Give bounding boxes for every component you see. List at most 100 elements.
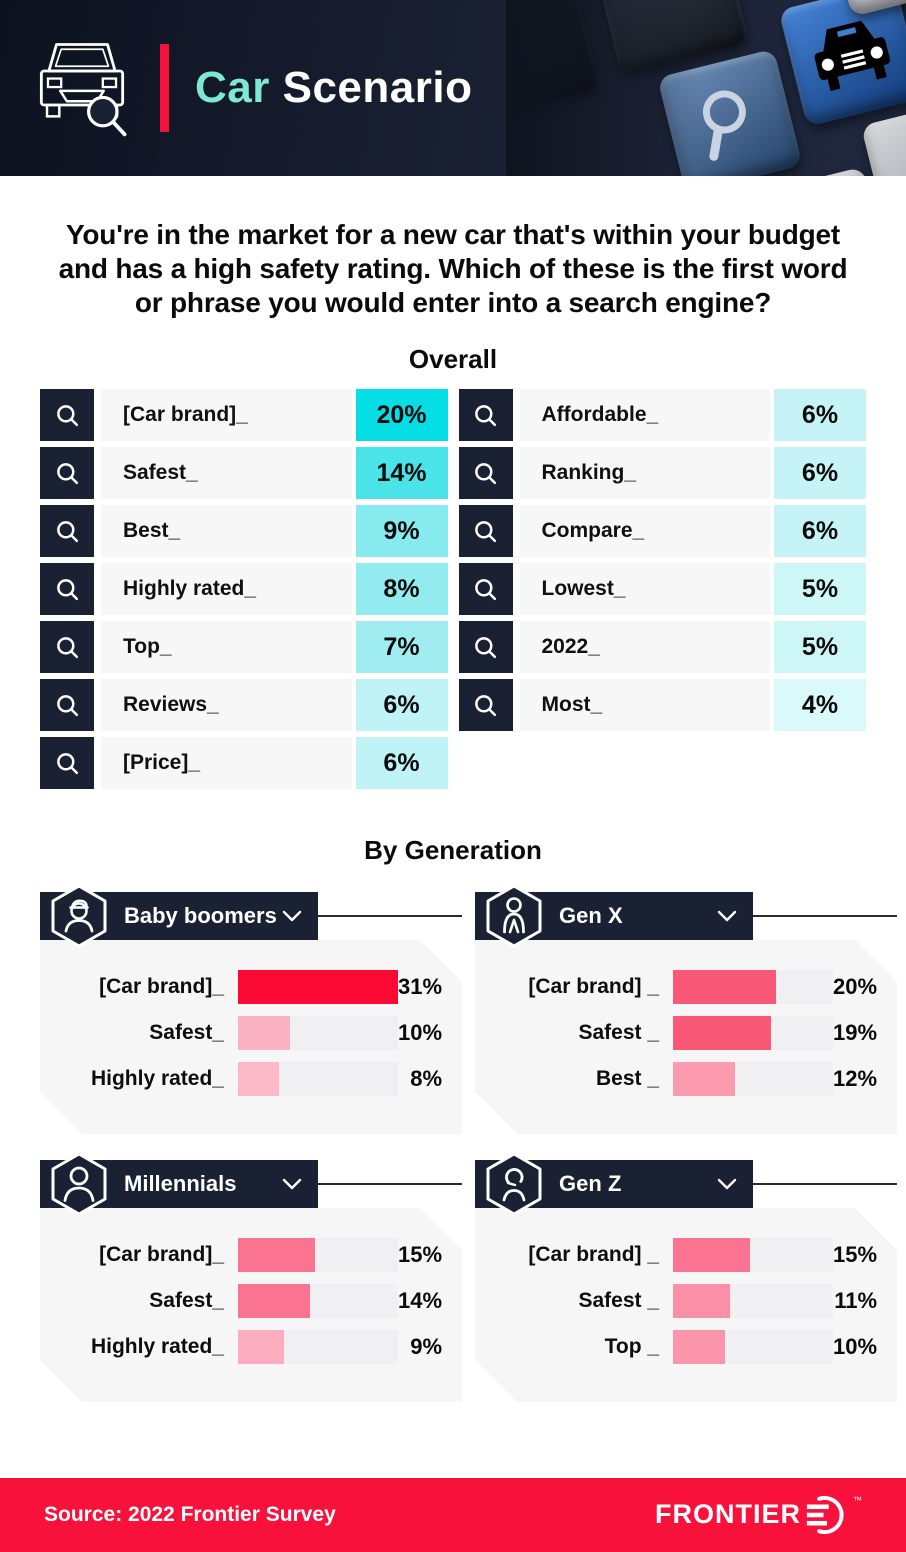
generation-card-body: [Car brand] _ 20% Safest _ 19% Best _ 12… [475,940,897,1134]
bar-row: Highly rated_ 8% [52,1062,450,1096]
bar-track [238,1284,398,1318]
search-term-label: [Price]_ [101,737,352,789]
bar-track [673,1330,833,1364]
chevron-down-icon[interactable] [282,1178,302,1191]
search-term-row: [Car brand]_ 20% [40,389,448,441]
search-icon [458,679,513,731]
bar-track [238,1238,398,1272]
bar-track [238,1330,398,1364]
search-term-label: [Car brand]_ [101,389,352,441]
bar-label: [Car brand] _ [528,1243,660,1266]
search-term-row: Most_ 4% [458,679,866,731]
search-term-row: Affordable_ 6% [458,389,866,441]
search-term-value: 5% [774,563,866,615]
bar [673,970,776,1004]
connector-line [318,915,463,917]
search-term-row: Compare_ 6% [458,505,866,557]
search-term-label: Compare_ [519,505,770,557]
generation-card-baby-boomers: Baby boomers [Car brand]_ 31% Safest_ 10… [40,892,463,1134]
search-icon [458,563,513,615]
bar-row: Safest_ 10% [52,1016,450,1050]
generation-card-body: [Car brand] _ 15% Safest _ 11% Top _ 10% [475,1208,897,1402]
survey-question: You're in the market for a new car that'… [58,219,848,318]
search-term-row: Top_ 7% [40,621,448,673]
bar-track [238,1062,398,1096]
search-icon [458,505,513,557]
overall-results: [Car brand]_ 20% Safest_ 14% Best_ 9% Hi… [40,389,866,789]
generation-header: Baby boomers [40,892,318,940]
generation-name: Millennials [124,1171,237,1196]
gen-z-person-icon [485,1152,543,1216]
header-banner: Car Scenario [0,0,906,176]
page-title-rest: Scenario [282,63,473,112]
search-term-label: Safest_ [101,447,352,499]
search-icon [40,737,94,789]
search-term-value: 9% [355,505,448,557]
generation-card-body: [Car brand]_ 31% Safest_ 10% Highly rate… [40,940,462,1134]
frontier-mark-icon [806,1495,844,1535]
search-icon [458,389,513,441]
search-term-row: Best_ 9% [40,505,448,557]
search-term-row: Lowest_ 5% [458,563,866,615]
car-key-icon [814,20,891,91]
bar [238,970,398,1004]
chevron-down-icon[interactable] [717,1178,737,1191]
bar [238,1016,290,1050]
search-term-label: Lowest_ [519,563,770,615]
search-term-label: Highly rated_ [101,563,352,615]
bar-label: Safest_ [149,1021,224,1044]
bar-row: [Car brand] _ 15% [487,1238,885,1272]
search-term-value: 6% [355,679,448,731]
bar-value: 31% [398,974,443,999]
gen-x-person-icon [485,884,543,948]
source-text: Source: 2022 Frontier Survey [44,1503,336,1526]
bar-value: 20% [833,974,878,999]
search-term-value: 6% [355,737,448,789]
search-key-icon [702,90,746,161]
search-term-row: Safest_ 14% [40,447,448,499]
bar-row: Safest _ 19% [487,1016,885,1050]
search-term-row: [Price]_ 6% [40,737,448,789]
bar-row: Top _ 10% [487,1330,885,1364]
generation-card-millennials: Millennials [Car brand]_ 15% Safest_ 14% [40,1160,463,1402]
search-icon [40,621,94,673]
footer-bar: Source: 2022 Frontier Survey FRONTIER ™ [0,1478,906,1552]
bar [673,1238,750,1272]
generation-header: Gen X [475,892,754,940]
bar-track [673,1016,833,1050]
search-term-label: Affordable_ [519,389,770,441]
bar-row: [Car brand]_ 15% [52,1238,450,1272]
bar-row: [Car brand] _ 20% [487,970,885,1004]
frontier-logo: FRONTIER ™ [655,1494,862,1536]
search-term-value: 7% [355,621,448,673]
generation-card-gen-z: Gen Z [Car brand] _ 15% Safest _ 11% [475,1160,898,1402]
search-icon [40,679,94,731]
chevron-down-icon[interactable] [282,910,302,923]
frontier-wordmark: FRONTIER [655,1499,801,1529]
baby-boomers-person-icon [50,884,108,948]
bar [238,1062,279,1096]
bar-value: 9% [410,1334,443,1359]
bar-track [238,970,398,1004]
chevron-down-icon[interactable] [717,910,737,923]
generation-name: Gen Z [559,1171,622,1196]
bar-row: Best _ 12% [487,1062,885,1096]
bar [238,1330,284,1364]
red-divider [160,44,169,132]
bar [673,1284,730,1318]
bar-row: Safest _ 11% [487,1284,885,1318]
bar-label: [Car brand] _ [528,975,660,998]
search-term-label: Reviews_ [101,679,352,731]
bar-track [238,1016,398,1050]
bar-label: Safest _ [578,1021,660,1044]
bar [673,1016,771,1050]
overall-right-column: Affordable_ 6% Ranking_ 6% Compare_ 6% L… [458,389,866,789]
bar-track [673,1238,833,1272]
bar-label: Safest _ [578,1289,660,1312]
generation-card-body: [Car brand]_ 15% Safest_ 14% Highly rate… [40,1208,462,1402]
bar-label: Highly rated_ [90,1067,224,1090]
connector-line [753,915,898,917]
trademark-symbol: ™ [853,1495,862,1505]
search-term-label: 2022_ [519,621,770,673]
search-term-value: 20% [355,389,448,441]
